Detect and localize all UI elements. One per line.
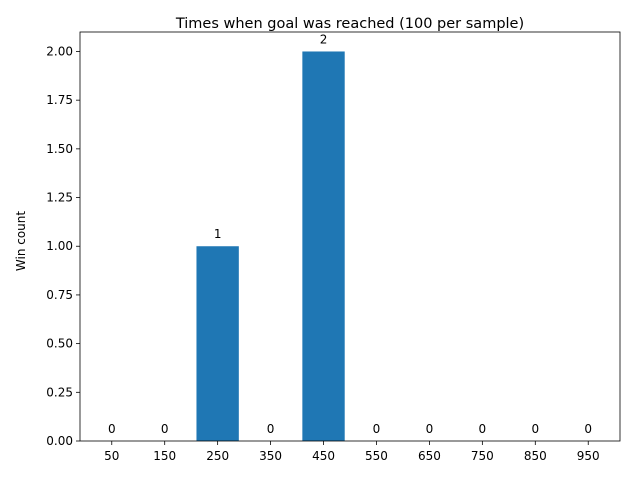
bar-value-label: 0 bbox=[426, 422, 434, 436]
bar-value-label: 0 bbox=[479, 422, 487, 436]
bar-value-label: 0 bbox=[373, 422, 381, 436]
bar-value-label: 0 bbox=[531, 422, 539, 436]
x-tick-label: 350 bbox=[259, 449, 282, 463]
y-tick-label: 0.25 bbox=[46, 385, 73, 399]
bar-value-label: 0 bbox=[267, 422, 275, 436]
x-tick-label: 250 bbox=[206, 449, 229, 463]
x-tick-label: 150 bbox=[153, 449, 176, 463]
y-tick-label: 1.25 bbox=[46, 191, 73, 205]
plot-area: 0.00 0.25 0.50 0.75 1.00 1.25 1.50 1.75 2.00 50 0 1… bbox=[46, 32, 599, 463]
plot-frame bbox=[79, 31, 621, 442]
x-tick-label: 950 bbox=[577, 449, 600, 463]
bar-value-label: 0 bbox=[161, 422, 169, 436]
x-tick-label: 750 bbox=[471, 449, 494, 463]
chart-title: Times when goal was reached (100 per sam… bbox=[175, 16, 524, 32]
bar bbox=[302, 51, 345, 441]
bar-value-label: 0 bbox=[108, 422, 116, 436]
y-axis-label: Win count bbox=[14, 211, 28, 272]
y-tick-label: 0.50 bbox=[46, 337, 73, 351]
x-tick-label: 650 bbox=[418, 449, 441, 463]
bar-value-label: 0 bbox=[584, 422, 592, 436]
y-tick-label: 0.75 bbox=[46, 288, 73, 302]
y-tick-label: 1.50 bbox=[46, 142, 73, 156]
x-tick-label: 50 bbox=[104, 449, 119, 463]
x-tick-label: 450 bbox=[312, 449, 335, 463]
bar-value-label: 1 bbox=[214, 227, 222, 241]
y-tick-label: 2.00 bbox=[46, 44, 73, 58]
y-tick-label: 1.75 bbox=[46, 93, 73, 107]
y-tick-label: 1.00 bbox=[46, 239, 73, 253]
x-tick-label: 850 bbox=[524, 449, 547, 463]
x-tick-label: 550 bbox=[365, 449, 388, 463]
y-tick-label: 0.00 bbox=[46, 434, 73, 448]
bar-value-label: 2 bbox=[320, 32, 328, 46]
bar bbox=[196, 246, 239, 441]
